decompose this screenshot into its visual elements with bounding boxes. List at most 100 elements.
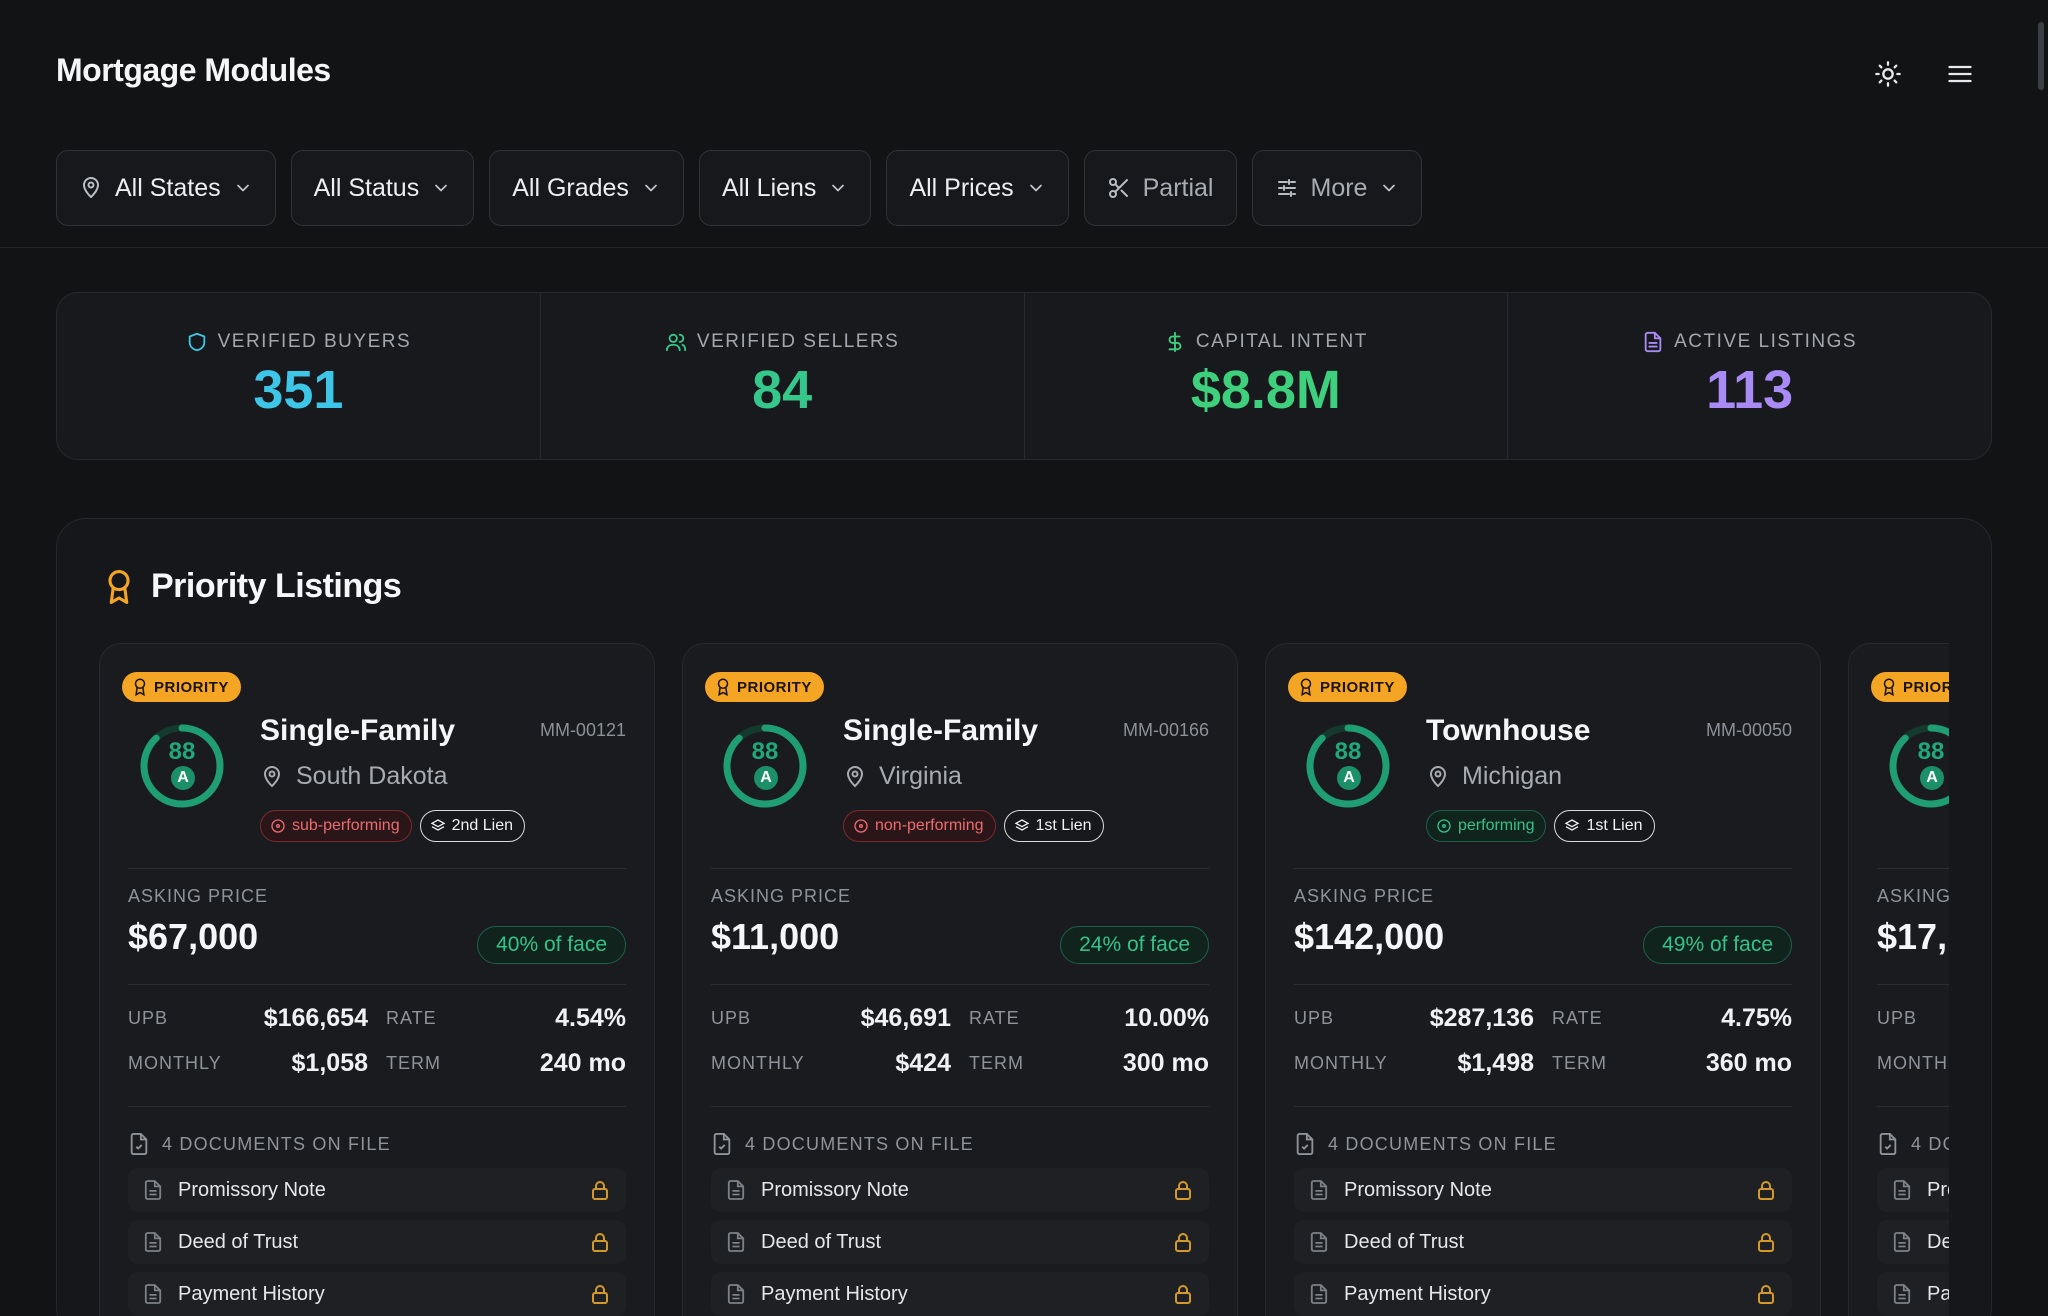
priority-badge-label: PRIORITY: [737, 678, 812, 696]
filter-partial[interactable]: Partial: [1083, 150, 1237, 226]
term-label: TERM: [969, 1053, 1024, 1073]
status-text: performing: [1458, 817, 1535, 834]
face-percent-badge: 40% of face: [477, 926, 626, 964]
document-name: Pa: [1927, 1282, 1949, 1305]
document-name: Deed of Trust: [1344, 1230, 1465, 1253]
header: Mortgage Modules All States All Status All…: [0, 0, 2048, 248]
divider: [1294, 868, 1792, 869]
theme-toggle-button[interactable]: [1866, 52, 1910, 96]
chevron-down-icon: [236, 184, 249, 192]
document-row[interactable]: Pa: [1877, 1272, 1949, 1316]
monthly-label: MONTHLY: [1877, 1053, 1949, 1073]
score-ring: 88 A: [138, 722, 226, 810]
document-row[interactable]: Deed of Trust: [128, 1220, 626, 1264]
menu-button[interactable]: [1938, 52, 1982, 96]
lien-text: 1st Lien: [1586, 817, 1643, 834]
lock-icon: [592, 1181, 608, 1200]
divider: [1877, 1106, 1949, 1107]
panel-title: Priority Listings: [103, 567, 402, 606]
documents-header: 4 DOCUMENTS ON FILE: [1294, 1132, 1557, 1156]
divider: [711, 868, 1209, 869]
score-ring-graphic: [1306, 724, 1390, 808]
file-check-icon: [713, 1133, 731, 1155]
filter-label: All Status: [313, 173, 420, 202]
documents-count: 4 DOCUMENTS ON FILE: [745, 1133, 974, 1154]
file-icon: [144, 1284, 162, 1304]
document-row[interactable]: Promissory Note: [1294, 1168, 1792, 1212]
chevron-down-icon: [645, 184, 657, 192]
stat-verified-sellers: VERIFIED SELLERS 84: [541, 293, 1025, 459]
map-pin-icon: [83, 177, 99, 198]
priority-badge: PRIORITY: [1288, 672, 1407, 702]
upb-label: UPB: [1877, 1008, 1918, 1028]
upb-value: $166,654: [263, 1004, 368, 1032]
documents-header: 4 DOCUMENTS ON FILE: [128, 1132, 391, 1156]
document-row[interactable]: Payment History: [711, 1272, 1209, 1316]
listing-card[interactable]: PRIORITY 88 A Single-Family MM-00166 Virgi…: [682, 643, 1238, 1316]
score-value: 88: [168, 738, 196, 765]
upb-label: UPB: [128, 1008, 169, 1028]
lien-badge: 2nd Lien: [419, 810, 525, 842]
term-value: 360 mo: [1705, 1049, 1792, 1077]
stat-value: 84: [752, 360, 813, 420]
filter-all-grades[interactable]: All Grades: [489, 150, 684, 226]
file-icon: [1893, 1284, 1911, 1304]
status-badge: performing: [1426, 810, 1547, 842]
document-icon: [1644, 331, 1662, 353]
stat-value: $8.8M: [1190, 360, 1341, 420]
listing-card[interactable]: PRIORITY 88 A Single-Family MM-00121 South…: [99, 643, 655, 1316]
lock-icon: [592, 1285, 608, 1304]
tag-row: sub-performing 2nd Lien: [260, 810, 525, 842]
monthly-label: MONTHLY: [1294, 1053, 1388, 1073]
filter-all-liens[interactable]: All Liens: [698, 150, 872, 226]
stat-label: CAPITAL INTENT: [1164, 331, 1368, 353]
scrollbar[interactable]: [2038, 22, 2044, 90]
file-icon: [1893, 1180, 1911, 1200]
lien-badge: 1st Lien: [1554, 810, 1655, 842]
filter-bar: All States All Status All Grades All Liens A…: [56, 150, 1423, 226]
tag-row: performing 1st Lien: [1426, 810, 1655, 842]
grade-badge: A: [1337, 766, 1361, 790]
rate-label: RATE: [969, 1008, 1020, 1028]
priority-badge-label: PRIORITY: [154, 678, 229, 696]
stat-label: VERIFIED SELLERS: [665, 331, 899, 353]
document-row[interactable]: Deed of Trust: [1294, 1220, 1792, 1264]
priority-badge-label: PRIORITY: [1320, 678, 1395, 696]
scissors-icon: [1108, 178, 1128, 198]
file-icon: [1310, 1284, 1328, 1304]
stats-bar: VERIFIED BUYERS 351 VERIFIED SELLERS 84 CAPI…: [56, 292, 1992, 460]
file-icon: [727, 1180, 745, 1200]
chevron-down-icon: [1383, 184, 1396, 192]
upb-label: UPB: [1294, 1008, 1335, 1028]
stat-verified-buyers: VERIFIED BUYERS 351: [57, 293, 541, 459]
monthly-value: $1,498: [1457, 1049, 1534, 1077]
document-row[interactable]: Promissory Note: [128, 1168, 626, 1212]
document-row[interactable]: De: [1877, 1220, 1949, 1264]
face-percent-badge: 24% of face: [1060, 926, 1209, 964]
upb-value: $46,691: [860, 1004, 951, 1032]
filter-all-prices[interactable]: All Prices: [886, 150, 1069, 226]
listing-card[interactable]: PRIORITY 88 A Townhouse MM-00050 Michigan …: [1265, 643, 1821, 1316]
document-row[interactable]: Payment History: [1294, 1272, 1792, 1316]
documents-count: 4 DOCUMENTS ON FILE: [162, 1133, 391, 1154]
document-row[interactable]: Payment History: [128, 1272, 626, 1316]
lien-text: 2nd Lien: [451, 817, 513, 834]
filter-label: All States: [115, 173, 221, 202]
document-row[interactable]: Pro: [1877, 1168, 1949, 1212]
filter-label: Partial: [1142, 173, 1214, 202]
divider: [128, 868, 626, 869]
document-row[interactable]: Deed of Trust: [711, 1220, 1209, 1264]
divider: [711, 1106, 1209, 1107]
divider: [1877, 984, 1949, 985]
filter-all-status[interactable]: All Status: [290, 150, 475, 226]
listing-card[interactable]: PRIORITY 88 A ASKING PRICE$17,UPBRATEMON…: [1848, 643, 1949, 1316]
lien-text: 1st Lien: [1035, 817, 1092, 834]
filter-more[interactable]: More: [1251, 150, 1423, 226]
status-circle-icon: [271, 819, 285, 833]
term-value: 300 mo: [1122, 1049, 1209, 1077]
document-row[interactable]: Promissory Note: [711, 1168, 1209, 1212]
layers-icon: [1014, 819, 1029, 831]
upb-value: $287,136: [1429, 1004, 1534, 1032]
priority-badge: PRIORITY: [705, 672, 824, 702]
filter-all-states[interactable]: All States: [56, 150, 276, 226]
